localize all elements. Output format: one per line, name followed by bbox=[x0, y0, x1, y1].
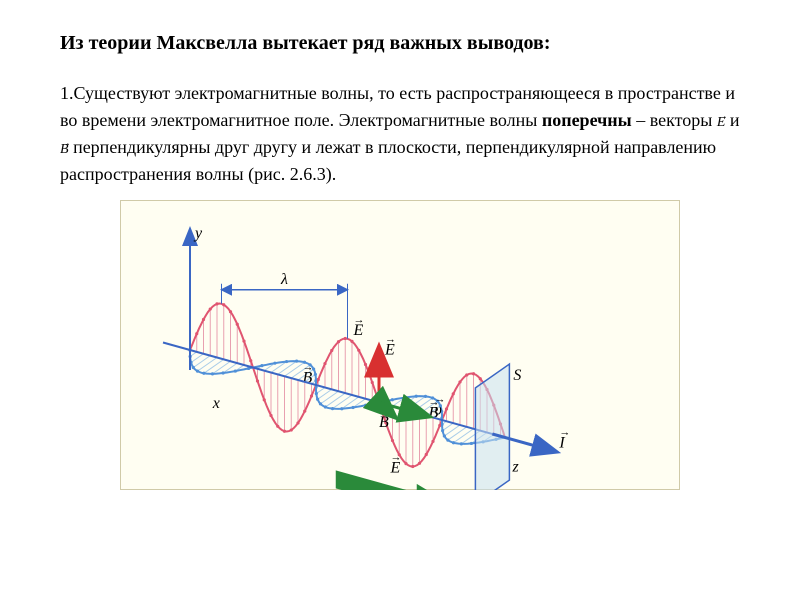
arrow-over-e: → bbox=[718, 109, 728, 124]
body-paragraph: 1.Существуют электромагнитные волны, то … bbox=[60, 80, 740, 188]
arrow-over-b: → bbox=[61, 136, 71, 151]
page-title: Из теории Максвелла вытекает ряд важных … bbox=[60, 30, 740, 56]
svg-text:υ: υ bbox=[435, 401, 442, 418]
y-axis-label: y bbox=[193, 225, 203, 242]
vector-e-inline: →E bbox=[717, 115, 726, 130]
svg-text:I: I bbox=[558, 435, 565, 452]
em-wave-diagram: E→B→B→E→→→→→→ λ E B υ I S υ y x bbox=[120, 200, 680, 490]
para-text-mid3: перпендикулярны друг другу и лежат в пло… bbox=[60, 137, 716, 184]
svg-text:E: E bbox=[384, 342, 395, 359]
lambda-indicator: λ bbox=[222, 271, 348, 339]
svg-text:→: → bbox=[303, 361, 314, 373]
transverse-plane: I S bbox=[475, 364, 565, 490]
svg-text:→: → bbox=[391, 451, 402, 463]
z-axis-label: z bbox=[512, 458, 520, 475]
diagram-svg: E→B→B→E→→→→→→ λ E B υ I S υ y x bbox=[120, 200, 680, 490]
svg-text:→: → bbox=[354, 314, 365, 326]
svg-text:λ: λ bbox=[280, 271, 288, 288]
para-bold-1: поперечны bbox=[542, 110, 632, 130]
svg-text:B: B bbox=[379, 414, 389, 431]
para-text-mid1: – векторы bbox=[632, 110, 717, 130]
svg-text:S: S bbox=[513, 367, 521, 384]
x-axis-label: x bbox=[212, 395, 220, 412]
vector-b-inline: →B bbox=[60, 142, 69, 157]
